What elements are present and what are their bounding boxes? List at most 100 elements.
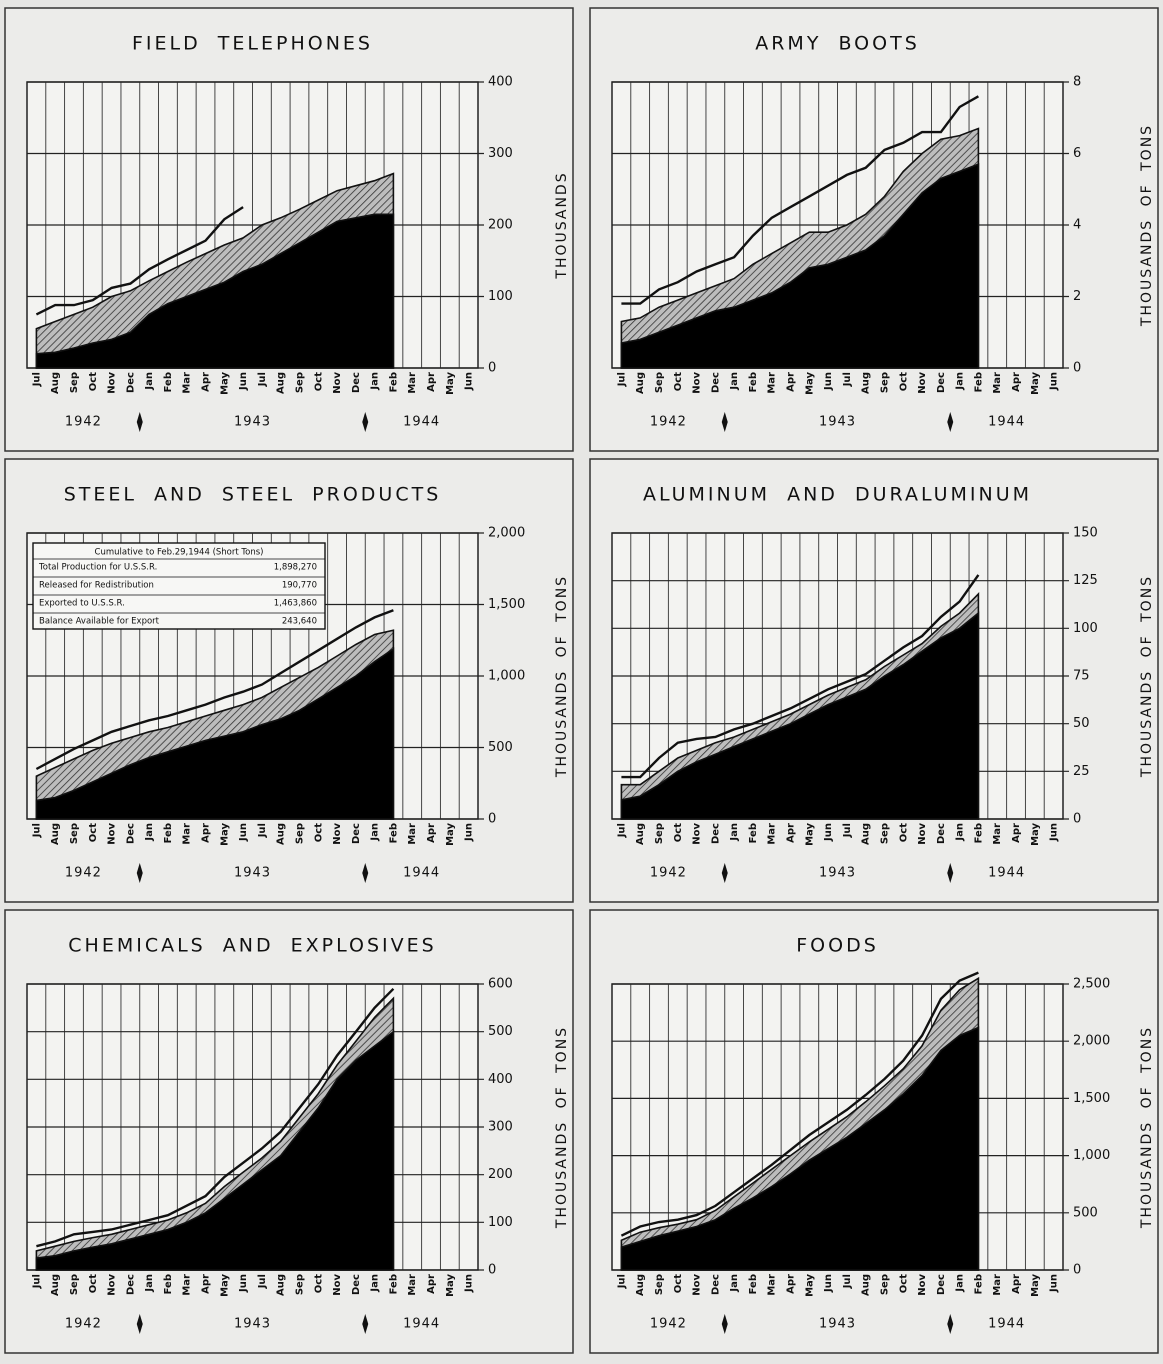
y-tick-label: 125 — [1073, 573, 1098, 588]
x-tick-label: Aug — [276, 823, 287, 845]
y-tick-label: 200 — [488, 1167, 513, 1182]
year-divider-arrow — [721, 1314, 728, 1334]
year-label: 1943 — [819, 415, 856, 430]
x-tick-label: Mar — [992, 1274, 1003, 1296]
x-tick-label: Oct — [673, 823, 684, 842]
x-tick-label: Apr — [786, 823, 797, 843]
y-tick-label: 2,000 — [488, 526, 525, 541]
year-label: 1944 — [403, 866, 440, 881]
table-row-value: 1,898,270 — [274, 563, 317, 573]
total-line — [621, 95, 979, 305]
y-tick-label: 200 — [488, 218, 513, 233]
x-tick-label: Apr — [1011, 823, 1022, 843]
y-tick-label: 100 — [488, 289, 513, 304]
x-tick-label: Jun — [238, 372, 249, 391]
x-tick-label: Jan — [370, 823, 381, 842]
x-tick-label: Aug — [276, 372, 287, 394]
x-tick-label: Oct — [88, 1274, 99, 1293]
year-label: 1944 — [988, 1317, 1025, 1332]
y-tick-label: 400 — [488, 1072, 513, 1087]
x-tick-label: Aug — [861, 823, 872, 845]
x-tick-label: Jun — [823, 372, 834, 391]
x-tick-label: Feb — [973, 823, 984, 843]
x-tick-label: Jan — [370, 372, 381, 391]
year-label: 1942 — [650, 1317, 687, 1332]
x-tick-label: Aug — [635, 823, 646, 845]
table-row-label: Released for Redistribution — [39, 581, 154, 591]
x-tick-label: Jan — [729, 1274, 740, 1293]
y-tick-label: 1,500 — [1073, 1091, 1110, 1106]
x-tick-label: Mar — [992, 372, 1003, 394]
x-tick-label: Nov — [107, 1274, 118, 1296]
total-line — [35, 206, 244, 316]
x-tick-label: May — [1030, 823, 1041, 846]
x-tick-label: Oct — [313, 1274, 324, 1293]
x-tick-label: Oct — [313, 372, 324, 391]
x-tick-label: May — [445, 372, 456, 395]
chart-title: FOODS — [796, 935, 879, 957]
y-axis-label: THOUSANDS OF TONS — [1139, 124, 1155, 327]
x-tick-label: Mar — [407, 823, 418, 845]
chart-title: ARMY BOOTS — [755, 33, 920, 55]
solid-area — [620, 163, 980, 369]
x-tick-label: Dec — [710, 1274, 721, 1295]
y-tick-label: 50 — [1073, 716, 1090, 731]
year-label: 1944 — [403, 415, 440, 430]
x-tick-label: Feb — [388, 1274, 399, 1294]
x-tick-label: Nov — [332, 823, 343, 845]
table-box — [32, 542, 326, 630]
year-label: 1943 — [819, 866, 856, 881]
x-tick-label: Nov — [917, 372, 928, 394]
x-tick-label: Feb — [973, 1274, 984, 1294]
x-tick-label: Dec — [936, 372, 947, 393]
y-tick-label: 100 — [488, 1215, 513, 1230]
year-divider-arrow — [947, 863, 954, 883]
x-tick-label: Jul — [31, 823, 42, 838]
x-tick-label: Sep — [294, 372, 305, 393]
x-tick-label: May — [1030, 1274, 1041, 1297]
x-tick-label: Jul — [257, 1274, 268, 1289]
y-tick-label: 500 — [488, 1024, 513, 1039]
x-tick-label: Dec — [351, 823, 362, 844]
table-row-label: Balance Available for Export — [39, 617, 160, 627]
total-line — [36, 987, 395, 1248]
x-tick-label: Jun — [1049, 823, 1060, 842]
table-row-label: Total Production for U.S.S.R. — [38, 563, 157, 573]
x-tick-label: Dec — [125, 1274, 136, 1295]
x-tick-label: Jan — [955, 823, 966, 842]
x-tick-label: Sep — [654, 372, 665, 393]
chart-title: CHEMICALS AND EXPLOSIVES — [68, 935, 436, 957]
year-label: 1942 — [65, 866, 102, 881]
total-line — [35, 609, 394, 771]
x-tick-label: Feb — [748, 372, 759, 392]
x-tick-label: Jan — [144, 823, 155, 842]
year-divider-arrow — [362, 863, 369, 883]
x-tick-label: Jun — [464, 823, 475, 842]
y-axis-label: THOUSANDS OF TONS — [1139, 575, 1155, 778]
x-tick-label: Apr — [426, 823, 437, 843]
x-tick-label: May — [219, 372, 230, 395]
y-tick-label: 500 — [1073, 1205, 1098, 1220]
table-row-value: 1,463,860 — [274, 599, 317, 609]
solid-area — [620, 611, 980, 820]
x-tick-label: Jan — [955, 1274, 966, 1293]
x-tick-label: Jun — [823, 1274, 834, 1293]
x-tick-label: May — [804, 372, 815, 395]
x-tick-label: Jun — [1049, 372, 1060, 391]
x-tick-label: Sep — [69, 823, 80, 844]
x-tick-label: Feb — [388, 823, 399, 843]
year-divider-arrow — [947, 1314, 954, 1334]
x-tick-label: May — [219, 823, 230, 846]
x-tick-label: May — [804, 823, 815, 846]
x-tick-label: Feb — [163, 823, 174, 843]
x-tick-label: Feb — [388, 372, 399, 392]
y-axis-label: THOUSANDS OF TONS — [554, 1026, 570, 1229]
y-axis-label: THOUSANDS — [554, 171, 570, 279]
x-tick-label: Jan — [729, 372, 740, 391]
table-row-value: 243,640 — [282, 617, 317, 627]
x-tick-label: Jun — [464, 1274, 475, 1293]
x-tick-label: Oct — [88, 372, 99, 391]
solid-area — [35, 647, 395, 820]
x-tick-label: Oct — [673, 372, 684, 391]
x-tick-label: May — [445, 823, 456, 846]
